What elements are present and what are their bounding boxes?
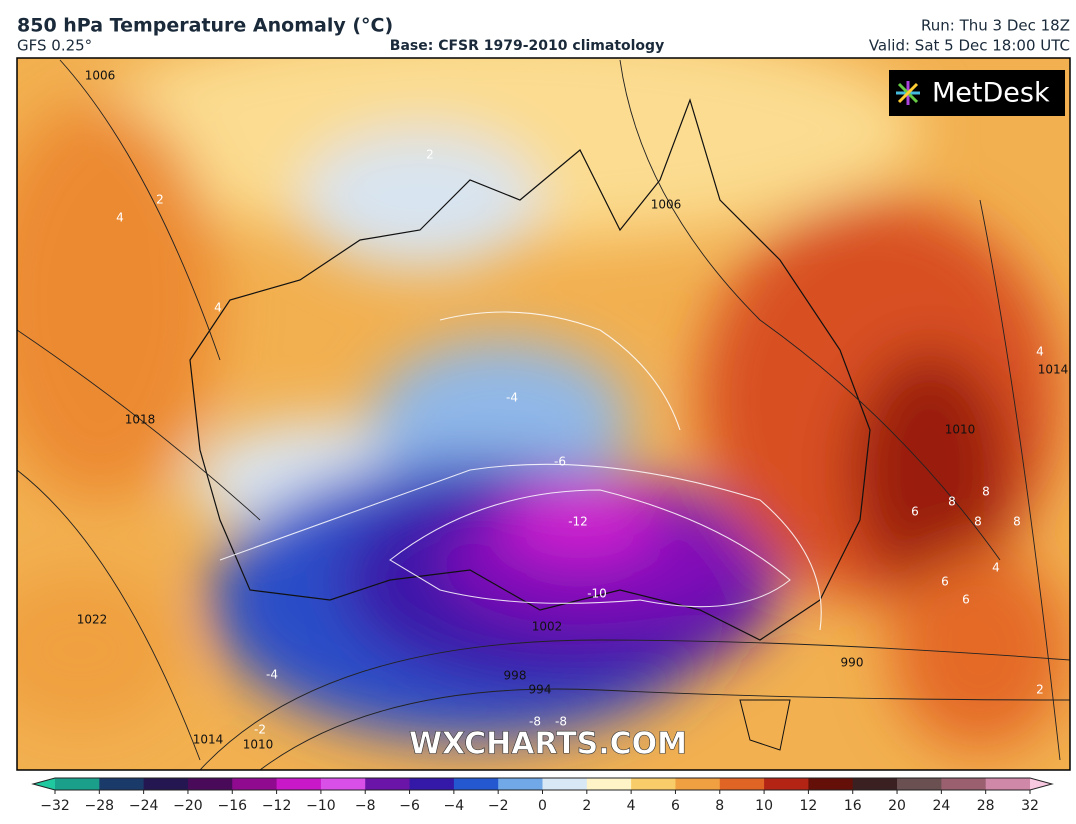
colorbar-segment	[764, 778, 809, 790]
contour-label: -4	[506, 391, 518, 405]
map: WXCHARTS.COM MetDesk 1006 1006 1018 1022 101…	[17, 58, 1070, 770]
colorbar-tick-label: 12	[799, 798, 817, 814]
colorbar-segment	[99, 778, 145, 790]
colorbar-segment	[808, 778, 854, 790]
contour-label: 8	[948, 495, 956, 509]
contour-label: -10	[587, 587, 607, 601]
watermark: WXCHARTS.COM	[409, 727, 687, 762]
contour-label: 2	[1036, 683, 1044, 697]
run: Run: Thu 3 Dec 18Z	[921, 17, 1070, 35]
contour-label: 8	[974, 515, 982, 529]
colorbar-tick-label: −32	[40, 798, 70, 814]
base: Base: CFSR 1979-2010 climatology	[390, 38, 664, 54]
colorbar-segment	[852, 778, 898, 790]
colorbar-segment	[675, 778, 721, 790]
colorbar-tick-label: −16	[217, 798, 247, 814]
colorbar-segment	[232, 778, 278, 790]
colorbar-segment	[55, 778, 100, 790]
colorbar-segment	[409, 778, 455, 790]
colorbar-arrow-low	[33, 778, 55, 790]
colorbar-tick-label: 6	[671, 798, 680, 814]
colorbar-tick-label: −12	[262, 798, 292, 814]
colorbar-tick-label: −20	[173, 798, 203, 814]
contour-label: 6	[962, 593, 970, 607]
colorbar-segment	[985, 778, 1031, 790]
colorbar-segment	[187, 778, 233, 790]
colorbar-tick-label: −6	[399, 798, 420, 814]
contour-label: -2	[254, 723, 266, 737]
colorbar-tick-label: 20	[888, 798, 906, 814]
colorbar-tick-label: 10	[755, 798, 773, 814]
logo: MetDesk	[932, 78, 1050, 109]
colorbar-tick-label: −8	[355, 798, 376, 814]
title: 850 hPa Temperature Anomaly (°C)	[17, 15, 393, 37]
contour-label: -8	[555, 715, 567, 729]
colorbar-segment	[365, 778, 411, 790]
colorbar-segment	[143, 778, 189, 790]
colorbar-tick-label: 4	[627, 798, 636, 814]
colorbar-tick-label: −28	[85, 798, 115, 814]
colorbar-arrow-high	[1030, 778, 1052, 790]
colorbar-tick-label: −24	[129, 798, 159, 814]
colorbar-tick-label: 0	[538, 798, 547, 814]
contour-label: 1002	[532, 620, 563, 634]
contour-label: -6	[554, 455, 566, 469]
colorbar-segment	[276, 778, 322, 790]
colorbar-tick-label: 32	[1021, 798, 1039, 814]
contour-label: 4	[992, 561, 1000, 575]
contour-label: -8	[529, 715, 541, 729]
contour-label: 1018	[125, 413, 156, 427]
logo-icon	[896, 81, 920, 105]
colorbar-tick-label: −10	[306, 798, 336, 814]
colorbar-segment	[453, 778, 499, 790]
colorbar-segment	[586, 778, 632, 790]
contour-label: 8	[1013, 515, 1021, 529]
contour-label: 1010	[243, 738, 274, 752]
colorbar-tick-label: 8	[715, 798, 724, 814]
contour-label: 990	[841, 656, 864, 670]
colorbar-segment	[719, 778, 765, 790]
contour-label: 1022	[77, 613, 108, 627]
contour-label: 1010	[945, 423, 976, 437]
contour-label: 6	[911, 505, 919, 519]
contour-label: 4	[116, 211, 124, 225]
contour-label: -4	[266, 668, 278, 682]
colorbar-tick-label: 2	[582, 798, 591, 814]
contour-label: 4	[1036, 345, 1044, 359]
colorbar-tick-label: 28	[977, 798, 995, 814]
colorbar-tick-label: −4	[444, 798, 465, 814]
contour-label: 2	[156, 193, 164, 207]
colorbar-segment	[631, 778, 676, 790]
colorbar-segment	[897, 778, 942, 790]
contour-label: 6	[941, 575, 949, 589]
colorbar-segment	[542, 778, 588, 790]
valid: Valid: Sat 5 Dec 18:00 UTC	[869, 37, 1070, 55]
colorbar-segment	[941, 778, 987, 790]
colorbar-segment	[320, 778, 366, 790]
colorbar-segment	[498, 778, 543, 790]
colorbar-tick-label: 16	[844, 798, 862, 814]
contour-label: 4	[214, 301, 222, 315]
contour-label: 1014	[193, 733, 224, 747]
colorbar-tick-label: 24	[932, 798, 950, 814]
contour-label: 994	[529, 683, 552, 697]
contour-label: -12	[568, 515, 588, 529]
model: GFS 0.25°	[17, 37, 92, 55]
contour-label: 1006	[85, 69, 116, 83]
contour-label: 1014	[1038, 363, 1069, 377]
contour-label: 2	[426, 148, 434, 162]
colorbar-tick-label: −2	[488, 798, 509, 814]
contour-label: 1006	[651, 198, 682, 212]
contour-label: 8	[982, 485, 990, 499]
contour-label: 998	[504, 669, 527, 683]
map-frame	[16, 57, 1071, 771]
